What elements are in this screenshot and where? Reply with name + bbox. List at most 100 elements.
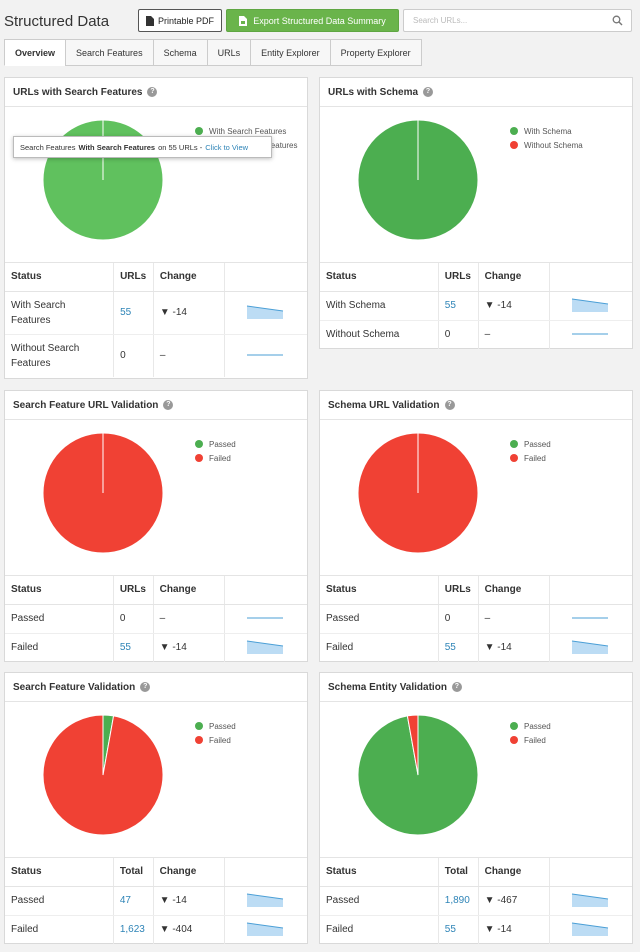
sparkline-down	[246, 922, 284, 937]
legend-item[interactable]: Passed	[510, 437, 551, 451]
change-cell: –	[153, 334, 225, 377]
printable-pdf-label: Printable PDF	[157, 15, 215, 26]
sparkline-line	[246, 305, 284, 312]
help-icon[interactable]: ?	[423, 87, 434, 97]
sparkline-area	[571, 641, 608, 655]
search-input[interactable]	[404, 10, 604, 31]
panel-title: Schema Entity Validation?	[320, 673, 632, 702]
sparkline-down	[571, 298, 609, 312]
search-feature-validation-panel: Search Feature Validation? Passed Failed St…	[4, 672, 308, 944]
search-icon[interactable]	[612, 15, 623, 26]
tab-entity-explorer[interactable]: Entity Explorer	[250, 39, 331, 66]
trend-header	[549, 263, 632, 292]
change-cell: ▼ -14	[153, 633, 225, 662]
trend-header	[549, 858, 632, 887]
change-cell: –	[478, 604, 550, 634]
count-cell: 0	[113, 334, 154, 377]
help-icon[interactable]: ?	[451, 682, 462, 692]
pie-slice-failed[interactable]	[42, 714, 164, 836]
sparkline-cell	[224, 291, 307, 335]
page-title: Structured Data	[4, 13, 110, 30]
count-cell[interactable]: 55	[113, 633, 154, 662]
count-cell[interactable]: 55	[438, 291, 479, 321]
count-cell[interactable]: 55	[438, 633, 479, 662]
count-cell[interactable]: 1,623	[113, 915, 154, 944]
legend-item[interactable]: Without Schema	[510, 138, 583, 152]
printable-pdf-button[interactable]: Printable PDF	[138, 9, 222, 32]
panel-title-text: Search Feature Validation	[13, 681, 136, 693]
legend-label: Failed	[524, 453, 546, 463]
sparkline-line	[571, 640, 609, 647]
legend-item[interactable]: Failed	[510, 451, 551, 465]
legend-dot	[195, 722, 203, 730]
sparkline-cell	[549, 886, 632, 916]
tab-property-explorer[interactable]: Property Explorer	[329, 39, 422, 66]
tab-search-features[interactable]: Search Features	[65, 39, 154, 66]
trend-header	[549, 576, 632, 605]
tooltip-prefix: Search Features	[20, 142, 76, 152]
pie-chart[interactable]	[357, 119, 479, 241]
export-summary-button[interactable]: Export Structured Data Summary	[226, 9, 399, 32]
column-header: Total	[438, 858, 479, 887]
chart-legend: Passed Failed	[195, 719, 236, 747]
pie-chart[interactable]	[357, 714, 479, 836]
sparkline-area	[571, 894, 608, 907]
pie-chart[interactable]	[357, 432, 479, 554]
legend-item[interactable]: With Schema	[510, 124, 583, 138]
pie-chart[interactable]	[42, 432, 164, 554]
sparkline-down	[571, 640, 609, 655]
search-box	[403, 9, 632, 32]
legend-label: Failed	[524, 735, 546, 745]
count-cell[interactable]: 55	[113, 291, 154, 335]
schema-entity-validation-panel: Schema Entity Validation? Passed Failed Sta…	[319, 672, 633, 944]
sparkline-down	[571, 893, 609, 907]
table-row: With Search Features 55 ▼ -14	[5, 291, 307, 335]
legend-item[interactable]: Passed	[195, 437, 236, 451]
sparkline-area	[571, 923, 608, 937]
legend-item[interactable]: Failed	[195, 451, 236, 465]
panel-title: Schema URL Validation?	[320, 391, 632, 420]
column-header: Status	[5, 858, 114, 887]
status-cell: Without Schema	[320, 320, 439, 349]
sparkline-line	[246, 640, 284, 647]
panel-title-text: URLs with Schema	[328, 86, 419, 98]
tab-overview[interactable]: Overview	[4, 39, 67, 66]
legend-label: Failed	[209, 453, 231, 463]
legend-label: Failed	[209, 735, 231, 745]
chart-tooltip: Search Features With Search Features on 55…	[13, 136, 272, 158]
count-cell: 0	[438, 320, 479, 349]
help-icon[interactable]: ?	[444, 400, 455, 410]
pie-slice-failed[interactable]	[406, 714, 419, 776]
legend-item[interactable]: Passed	[510, 719, 551, 733]
legend-item[interactable]: Failed	[195, 733, 236, 747]
sparkline-flat	[571, 617, 608, 619]
legend-item[interactable]: With Search Features	[195, 124, 297, 138]
table-row: Failed 55 ▼ -14	[320, 633, 632, 662]
status-cell: Failed	[5, 915, 114, 944]
help-icon[interactable]: ?	[140, 682, 151, 692]
top-bar: Structured Data Printable PDF Export Str…	[0, 0, 640, 38]
legend-item[interactable]: Failed	[510, 733, 551, 747]
count-cell[interactable]: 55	[438, 915, 479, 944]
sparkline-cell	[549, 291, 632, 321]
legend-item[interactable]: Passed	[195, 719, 236, 733]
tooltip-view-link[interactable]: Click to View	[205, 142, 249, 152]
pie-chart[interactable]	[42, 714, 164, 836]
sparkline-cell	[224, 334, 307, 377]
count-cell[interactable]: 1,890	[438, 886, 479, 916]
table-row: Passed 1,890 ▼ -467	[320, 886, 632, 916]
sparkline-flat	[246, 617, 283, 619]
help-icon[interactable]: ?	[147, 87, 158, 97]
sparkline-line	[246, 893, 284, 900]
panel-title-text: Schema Entity Validation	[328, 681, 447, 693]
count-cell[interactable]: 47	[113, 886, 154, 916]
help-icon[interactable]: ?	[163, 400, 174, 410]
tab-urls[interactable]: URLs	[206, 39, 252, 66]
status-cell: Passed	[5, 886, 114, 916]
chart-area: With Search FeaturesWithout Search Featu…	[5, 107, 307, 263]
tab-schema[interactable]: Schema	[152, 39, 208, 66]
panel-title: Search Feature Validation?	[5, 673, 307, 702]
legend-dot	[510, 722, 518, 730]
status-cell: Failed	[5, 633, 114, 662]
chart-area: With Schema Without Schema	[320, 107, 632, 263]
